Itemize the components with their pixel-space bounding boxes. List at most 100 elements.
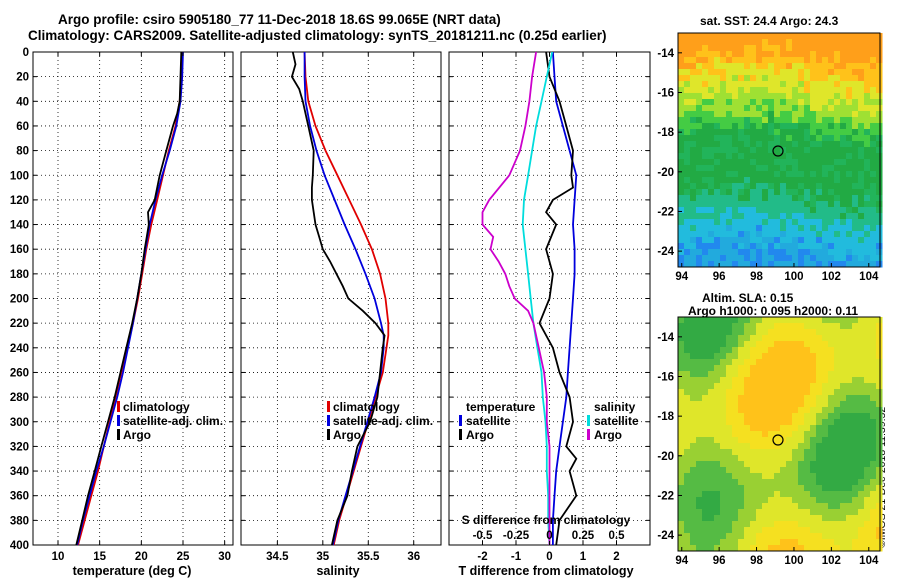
- sst-cell: [690, 225, 697, 232]
- sla-cell: [816, 515, 823, 522]
- sla-cell: [810, 443, 817, 450]
- sla-cell: [756, 425, 763, 432]
- sla-cell: [870, 377, 877, 384]
- sla-cell: [762, 479, 769, 486]
- sla-cell: [810, 527, 817, 534]
- sla-cell: [714, 467, 721, 474]
- sst-cell: [696, 99, 703, 106]
- sst-cell: [780, 45, 787, 52]
- sst-cell: [870, 99, 877, 106]
- sst-cell: [714, 159, 721, 166]
- sst-cell: [726, 99, 733, 106]
- sst-cell: [816, 147, 823, 154]
- sst-cell: [708, 255, 715, 262]
- sst-cell: [750, 231, 757, 238]
- sla-cell: [840, 353, 847, 360]
- x-tick-label: 15: [93, 551, 106, 563]
- legend-label-s-satellite: satellite: [594, 414, 639, 428]
- sst-cell: [864, 111, 871, 118]
- sst-cell: [696, 75, 703, 82]
- sla-cell: [864, 539, 871, 546]
- sla-cell: [798, 497, 805, 504]
- sla-cell: [810, 425, 817, 432]
- sst-cell: [876, 219, 883, 226]
- sst-cell: [744, 255, 751, 262]
- sla-cell: [726, 389, 733, 396]
- sla-cell: [720, 359, 727, 366]
- sst-cell: [840, 33, 847, 40]
- sst-cell: [840, 63, 847, 70]
- sla-cell: [810, 521, 817, 528]
- sla-cell: [726, 353, 733, 360]
- sla-cell: [750, 413, 757, 420]
- sla-cell: [786, 389, 793, 396]
- sst-cell: [840, 105, 847, 112]
- sst-cell: [792, 213, 799, 220]
- sla-cell: [696, 353, 703, 360]
- sla-cell: [750, 443, 757, 450]
- sla-cell: [714, 461, 721, 468]
- sla-cell: [840, 377, 847, 384]
- sst-cell: [858, 261, 865, 268]
- sst-cell: [852, 189, 859, 196]
- sst-cell: [870, 147, 877, 154]
- sla-cell: [822, 347, 829, 354]
- sst-cell: [732, 183, 739, 190]
- sst-cell: [798, 57, 805, 64]
- sst-cell: [768, 171, 775, 178]
- sst-cell: [852, 141, 859, 148]
- sst-cell: [786, 159, 793, 166]
- sla-cell: [834, 329, 841, 336]
- sst-cell: [792, 147, 799, 154]
- sla-cell: [822, 383, 829, 390]
- sla-cell: [714, 383, 721, 390]
- legend-swatch-t-satellite: [459, 415, 462, 426]
- sla-cell: [744, 425, 751, 432]
- x-tick-label: 36: [407, 551, 420, 563]
- y-tick-label: 120: [10, 195, 29, 207]
- sst-cell: [786, 201, 793, 208]
- sst-cell: [840, 69, 847, 76]
- s-tick-label: -0.5: [473, 530, 493, 542]
- sla-cell: [714, 491, 721, 498]
- sst-cell: [846, 57, 853, 64]
- sla-cell: [738, 503, 745, 510]
- sst-cell: [738, 39, 745, 46]
- sst-cell: [726, 249, 733, 256]
- sla-cell: [684, 533, 691, 540]
- sst-cell: [774, 105, 781, 112]
- sst-cell: [684, 141, 691, 148]
- sst-cell: [834, 87, 841, 94]
- sst-cell: [810, 171, 817, 178]
- sst-cell: [768, 165, 775, 172]
- sst-cell: [822, 99, 829, 106]
- legend-label-argo: Argo: [123, 428, 151, 442]
- x-tick-label: 0: [546, 551, 552, 563]
- sla-cell: [780, 509, 787, 516]
- sla-cell: [684, 335, 691, 342]
- sst-cell: [690, 153, 697, 160]
- sla-cell: [708, 527, 715, 534]
- sla-cell: [864, 323, 871, 330]
- sla-cell: [840, 467, 847, 474]
- sst-cell: [684, 129, 691, 136]
- sst-cell: [828, 153, 835, 160]
- sst-cell: [798, 261, 805, 268]
- sst-cell: [702, 63, 709, 70]
- sla-cell: [726, 323, 733, 330]
- sst-cell: [786, 231, 793, 238]
- sla-cell: [768, 485, 775, 492]
- sst-cell: [702, 33, 709, 40]
- sla-cell: [750, 449, 757, 456]
- sla-cell: [840, 521, 847, 528]
- sla-cell: [744, 413, 751, 420]
- sla-cell: [810, 503, 817, 510]
- sst-cell: [738, 153, 745, 160]
- sst-cell: [846, 201, 853, 208]
- sla-cell: [786, 491, 793, 498]
- sla-cell: [714, 539, 721, 546]
- sst-cell: [762, 105, 769, 112]
- sla-cell: [690, 317, 697, 324]
- sst-cell: [726, 39, 733, 46]
- sst-cell: [876, 171, 883, 178]
